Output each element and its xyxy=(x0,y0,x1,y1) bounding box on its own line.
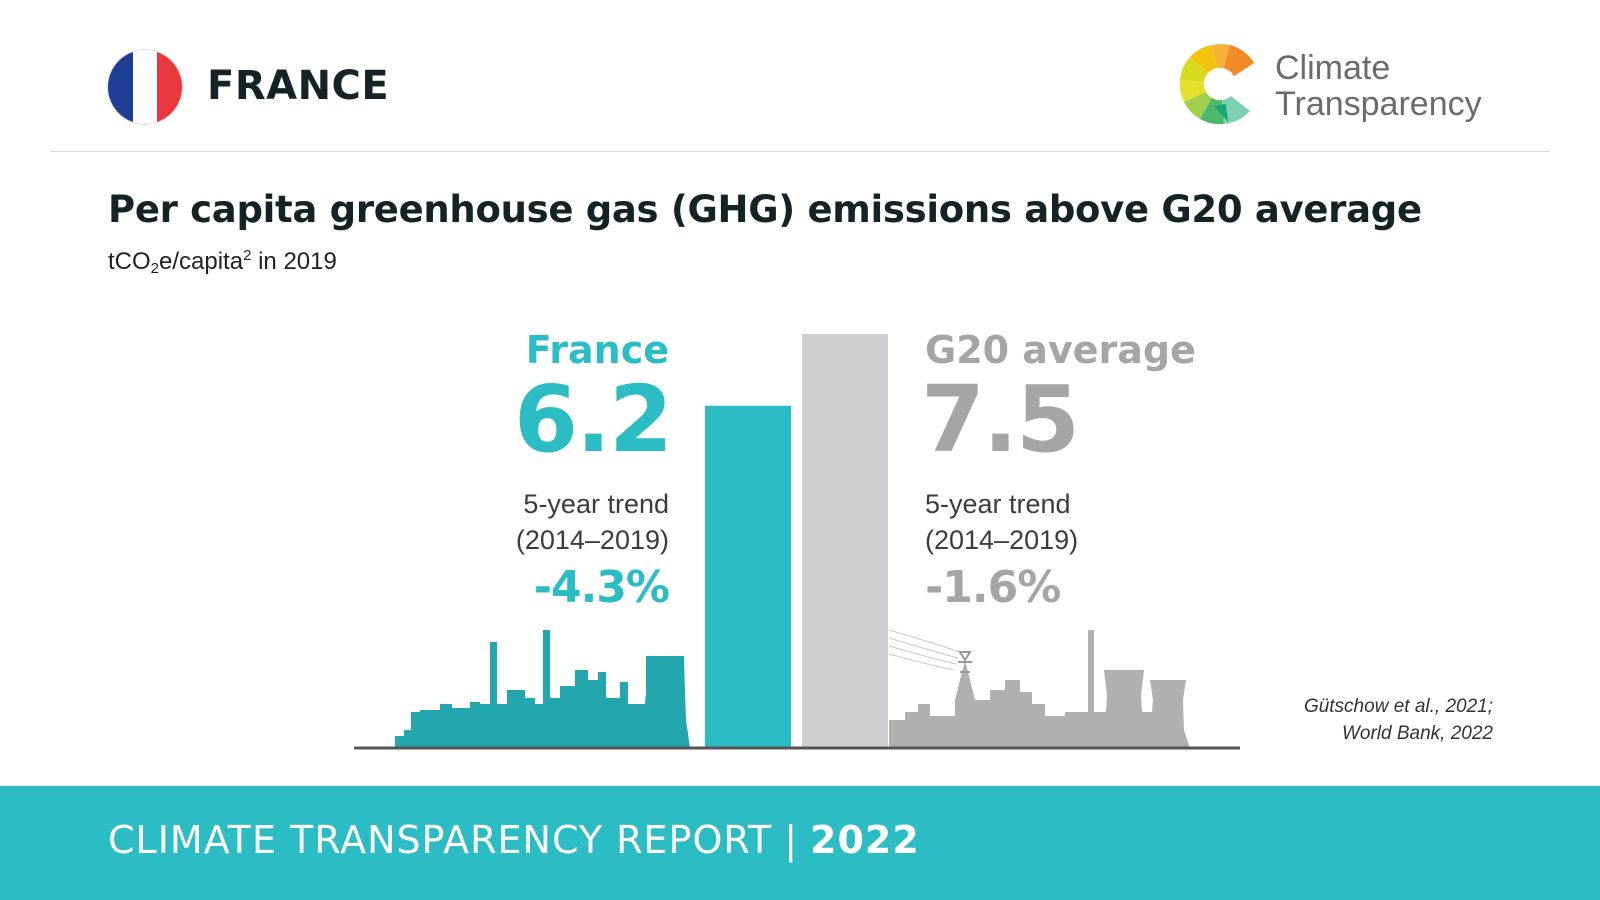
source-line-2: World Bank, 2022 xyxy=(1341,723,1493,744)
bar-g20-average xyxy=(802,334,888,748)
footer-report-name: CLIMATE TRANSPARENCY REPORT xyxy=(108,818,773,862)
g20-series-label: G20 average xyxy=(925,328,1196,372)
chart-title: Per capita greenhouse gas (GHG) emission… xyxy=(108,188,1422,231)
g20-trend-label: 5-year trend (2014–2019) xyxy=(925,486,1078,558)
subtitle-suffix: in 2019 xyxy=(251,248,337,275)
source-note: Gütschow et al., 2021; World Bank, 2022 xyxy=(1304,693,1493,747)
header-divider xyxy=(50,151,1550,152)
france-trend-label: 5-year trend (2014–2019) xyxy=(516,486,669,558)
chart-plot xyxy=(354,334,1240,750)
footer-separator: | xyxy=(784,818,799,862)
france-series-label: France xyxy=(525,328,669,372)
country-name: FRANCE xyxy=(207,63,390,109)
g20-value-label: 7.5 xyxy=(921,366,1080,473)
france-skyline-illustration xyxy=(395,630,690,748)
subtitle-mid: e/capita xyxy=(159,248,244,275)
footer-banner: CLIMATE TRANSPARENCY REPORT | 2022 xyxy=(0,786,1600,900)
france-flag-icon xyxy=(108,50,182,124)
bars-group xyxy=(705,334,888,748)
logo-wordmark: Climate Transparency xyxy=(1275,50,1482,122)
climate-transparency-logo-icon xyxy=(1179,43,1254,125)
logo-line-1: Climate xyxy=(1275,49,1391,87)
subtitle-superscript: 2 xyxy=(243,247,252,264)
subtitle-prefix: tCO xyxy=(108,248,151,275)
emissions-chart: France 6.2 5-year trend (2014–2019) -4.3… xyxy=(0,300,1600,760)
source-line-1: Gütschow et al., 2021; xyxy=(1303,696,1493,717)
france-value-label: 6.2 xyxy=(514,366,673,473)
chart-subtitle: tCO2e/capita2 in 2019 xyxy=(108,247,337,277)
header: FRANCE Climate Transparency xyxy=(0,0,1600,150)
france-trend-value: -4.3% xyxy=(533,562,670,613)
g20-trend-line-2: (2014–2019) xyxy=(925,525,1079,555)
g20-trend-line-1: 5-year trend xyxy=(925,489,1071,519)
g20-trend-value: -1.6% xyxy=(925,562,1061,613)
footer-year: 2022 xyxy=(810,818,920,862)
g20-skyline-illustration xyxy=(888,629,1190,748)
subtitle-subscript: 2 xyxy=(150,260,160,277)
bar-france xyxy=(705,405,791,748)
france-trend-line-1: 5-year trend xyxy=(523,489,669,519)
france-trend-line-2: (2014–2019) xyxy=(515,525,669,555)
footer-text: CLIMATE TRANSPARENCY REPORT | 2022 xyxy=(108,818,920,862)
logo-line-2: Transparency xyxy=(1275,85,1482,123)
